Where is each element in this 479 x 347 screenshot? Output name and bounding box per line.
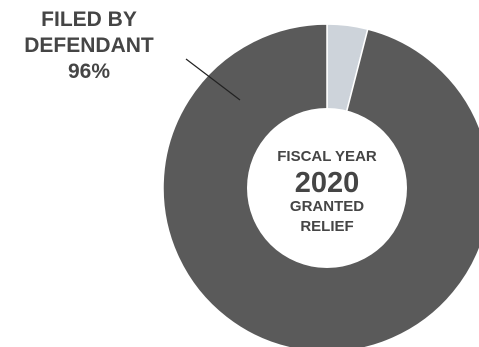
callout-leader-line <box>185 58 241 101</box>
donut-hole <box>247 108 407 268</box>
callout-label-line-1: FILED BY <box>41 8 137 31</box>
center-label-granted: GRANTED <box>290 198 364 215</box>
center-label-year: 2020 <box>295 167 360 199</box>
callout-percent-label: 96% <box>68 60 110 83</box>
center-label-relief: RELIEF <box>300 218 353 235</box>
callout-label-line-2: DEFENDANT <box>24 34 154 57</box>
center-label-fiscal-year: FISCAL YEAR <box>277 148 377 165</box>
